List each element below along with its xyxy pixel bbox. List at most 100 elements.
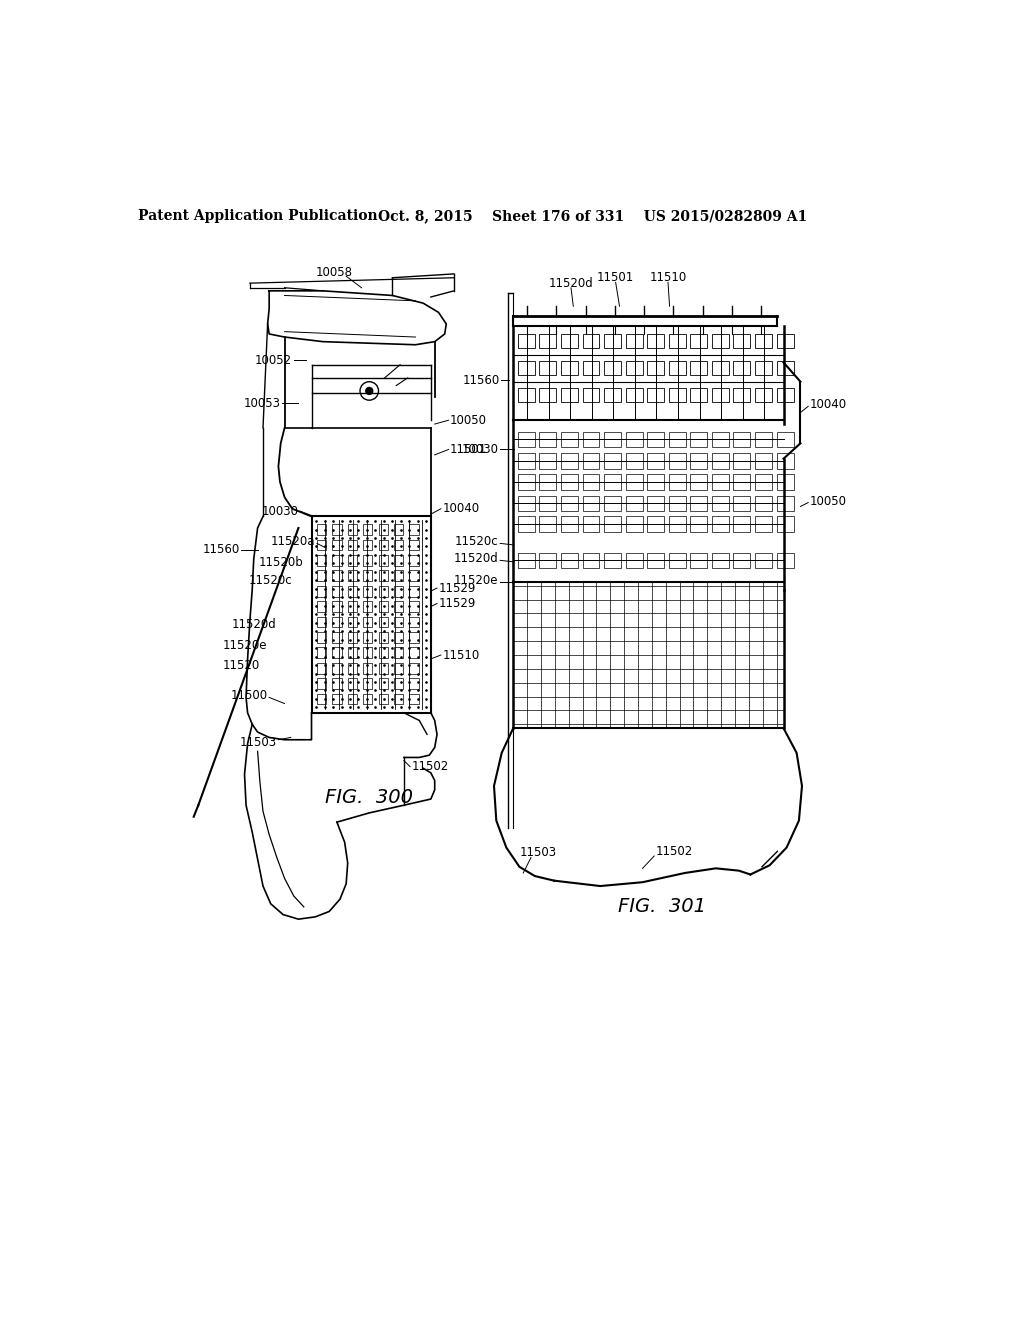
Bar — [379, 663, 388, 673]
Text: 10030: 10030 — [261, 504, 298, 517]
Bar — [540, 334, 556, 348]
Bar — [604, 360, 621, 375]
Bar — [518, 334, 535, 348]
Bar — [712, 474, 729, 490]
Bar — [364, 632, 373, 643]
Bar — [690, 453, 708, 469]
Text: 11520c: 11520c — [249, 574, 292, 587]
Text: 11510: 11510 — [649, 271, 687, 284]
Text: 11520d: 11520d — [454, 552, 499, 565]
Bar — [733, 360, 751, 375]
Bar — [316, 570, 326, 581]
Bar — [316, 693, 326, 705]
Bar — [518, 453, 535, 469]
Bar — [583, 388, 599, 401]
Text: 11503: 11503 — [240, 735, 276, 748]
Bar — [379, 678, 388, 689]
Bar — [669, 474, 686, 490]
Bar — [647, 474, 665, 490]
Bar — [410, 601, 419, 612]
Text: 11560: 11560 — [463, 374, 500, 387]
Bar — [518, 516, 535, 532]
Bar — [561, 360, 578, 375]
Bar — [394, 554, 403, 566]
Bar — [379, 524, 388, 535]
Bar — [755, 334, 772, 348]
Bar — [364, 586, 373, 597]
Text: 10040: 10040 — [810, 399, 847, 412]
Bar — [540, 453, 556, 469]
Bar — [583, 474, 599, 490]
Bar — [712, 334, 729, 348]
Bar — [604, 334, 621, 348]
Bar — [755, 432, 772, 447]
Bar — [348, 647, 357, 659]
Text: FIG.  301: FIG. 301 — [617, 898, 706, 916]
Bar — [518, 360, 535, 375]
Bar — [410, 693, 419, 705]
Text: 11520d: 11520d — [549, 277, 593, 289]
Bar — [394, 678, 403, 689]
Bar — [626, 553, 643, 568]
Bar — [394, 693, 403, 705]
Bar — [690, 553, 708, 568]
Bar — [647, 453, 665, 469]
Bar — [379, 586, 388, 597]
Bar — [561, 474, 578, 490]
Bar — [364, 554, 373, 566]
Bar — [540, 474, 556, 490]
Bar — [776, 453, 794, 469]
Bar — [733, 553, 751, 568]
Bar — [776, 474, 794, 490]
Text: 11502: 11502 — [412, 760, 449, 774]
Bar — [755, 496, 772, 511]
Bar — [561, 496, 578, 511]
Bar — [776, 388, 794, 401]
Bar — [669, 388, 686, 401]
Bar — [364, 693, 373, 705]
Bar — [333, 663, 342, 673]
Bar — [364, 540, 373, 550]
Bar — [348, 616, 357, 627]
Bar — [333, 554, 342, 566]
Bar — [333, 678, 342, 689]
Bar — [626, 474, 643, 490]
Bar — [316, 524, 326, 535]
Bar — [540, 496, 556, 511]
Bar — [604, 388, 621, 401]
Bar — [712, 360, 729, 375]
Bar — [669, 432, 686, 447]
Bar — [669, 553, 686, 568]
Bar — [394, 663, 403, 673]
Bar — [394, 524, 403, 535]
Bar — [379, 647, 388, 659]
Bar — [379, 540, 388, 550]
Text: Patent Application Publication: Patent Application Publication — [138, 209, 378, 223]
Bar — [712, 516, 729, 532]
Bar — [647, 334, 665, 348]
Bar — [647, 553, 665, 568]
Circle shape — [366, 388, 373, 395]
Bar — [394, 570, 403, 581]
Bar — [561, 432, 578, 447]
Bar — [379, 632, 388, 643]
Bar — [364, 616, 373, 627]
Bar — [690, 388, 708, 401]
Bar — [712, 496, 729, 511]
Bar — [540, 516, 556, 532]
Bar — [348, 540, 357, 550]
Text: 11520d: 11520d — [232, 618, 276, 631]
Text: 10040: 10040 — [442, 502, 479, 515]
Text: 10050: 10050 — [451, 413, 487, 426]
Bar — [583, 432, 599, 447]
Bar — [316, 586, 326, 597]
Bar — [394, 601, 403, 612]
Text: 11520: 11520 — [222, 659, 260, 672]
Bar — [604, 432, 621, 447]
Bar — [647, 496, 665, 511]
Bar — [316, 616, 326, 627]
Bar — [410, 570, 419, 581]
Bar — [669, 360, 686, 375]
Bar — [755, 360, 772, 375]
Bar — [410, 540, 419, 550]
